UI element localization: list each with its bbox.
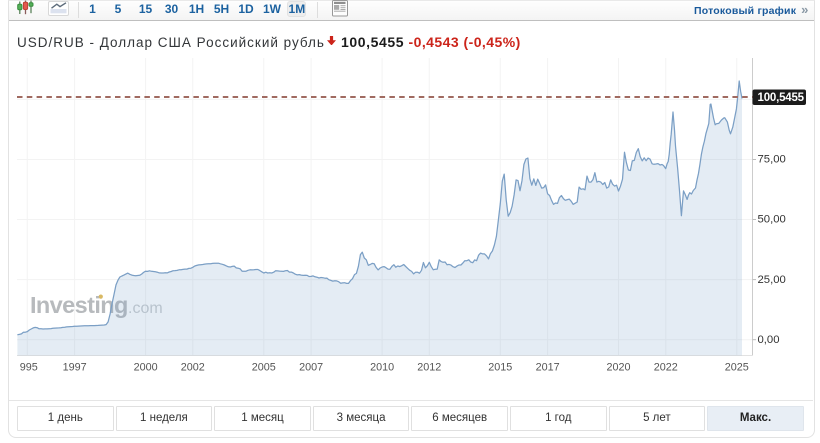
svg-text:2007: 2007: [299, 362, 323, 374]
svg-text:2020: 2020: [606, 362, 630, 374]
svg-text:.com: .com: [128, 300, 163, 317]
svg-text:2010: 2010: [370, 362, 394, 374]
svg-text:50,00: 50,00: [758, 214, 786, 226]
svg-text:2000: 2000: [134, 362, 158, 374]
svg-text:2005: 2005: [252, 362, 276, 374]
svg-text:2025: 2025: [725, 362, 749, 374]
svg-text:2022: 2022: [654, 362, 678, 374]
svg-text:0,00: 0,00: [758, 334, 780, 346]
svg-text:2012: 2012: [417, 362, 441, 374]
svg-text:25,00: 25,00: [758, 274, 786, 286]
svg-text:75,00: 75,00: [758, 154, 786, 166]
svg-text:1997: 1997: [63, 362, 87, 374]
svg-text:100,5455: 100,5455: [758, 92, 805, 104]
svg-text:2015: 2015: [488, 362, 512, 374]
svg-text:2002: 2002: [181, 362, 205, 374]
svg-text:995: 995: [20, 362, 38, 374]
svg-text:2017: 2017: [536, 362, 560, 374]
